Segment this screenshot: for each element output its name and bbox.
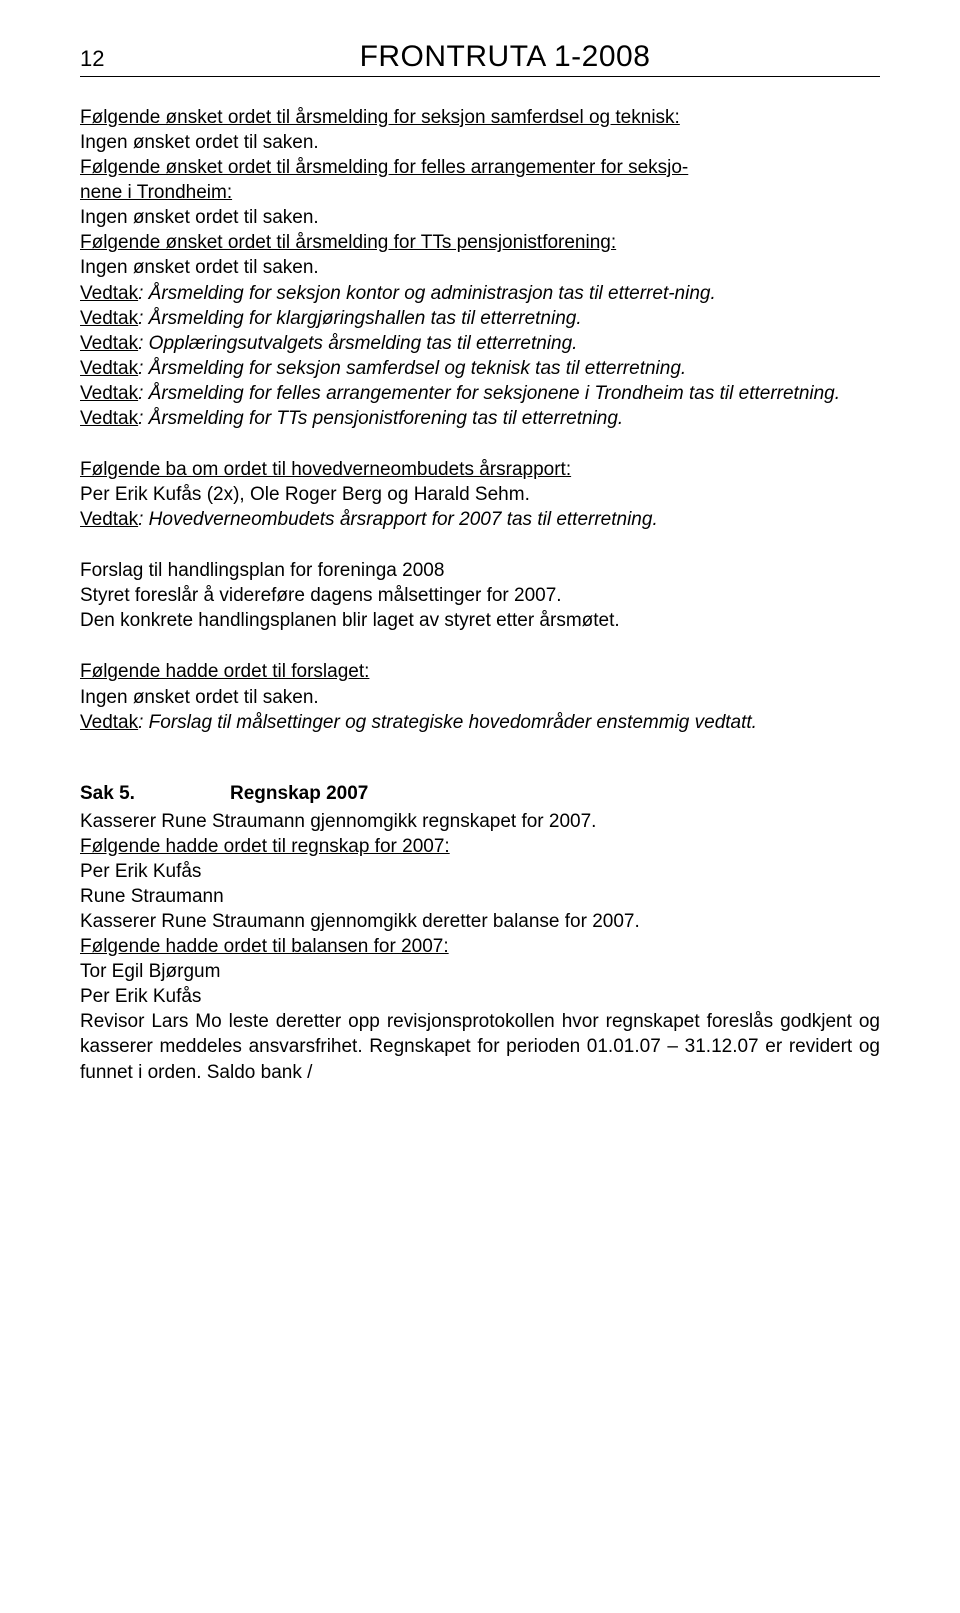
page-header: 12 FRONTRUTA 1-2008	[80, 40, 880, 77]
text-line: Følgende ønsket ordet til årsmelding for…	[80, 157, 688, 178]
text-line: Følgende ba om ordet til hovedverneombud…	[80, 459, 571, 480]
sak5-label: Sak 5.	[80, 783, 230, 805]
vedtak-text: : Forslag til målsettinger og strategisk…	[138, 712, 757, 733]
vedtak-label: Vedtak	[80, 712, 138, 733]
text-line: Følgende ønsket ordet til årsmelding for…	[80, 232, 616, 253]
vedtak-text: : Årsmelding for klargjøringshallen tas …	[138, 308, 582, 329]
vedtak-text: : Årsmelding for TTs pensjonistforening …	[138, 408, 623, 429]
text-line: Rune Straumann	[80, 886, 224, 907]
text-line: Kasserer Rune Straumann gjennomgikk regn…	[80, 811, 596, 832]
vedtak-label: Vedtak	[80, 509, 138, 530]
text-line: Per Erik Kufås	[80, 861, 201, 882]
vedtak-text: : Opplæringsutvalgets årsmelding tas til…	[138, 333, 577, 354]
vedtak-text: : Årsmelding for felles arrangementer fo…	[138, 383, 840, 404]
vedtak-label: Vedtak	[80, 383, 138, 404]
text-line: Ingen ønsket ordet til saken.	[80, 132, 319, 153]
text-line: Styret foreslår å videreføre dagens måls…	[80, 585, 562, 606]
block-4: Følgende hadde ordet til forslaget: Inge…	[80, 659, 880, 734]
vedtak-label: Vedtak	[80, 308, 138, 329]
text-line: Følgende ønsket ordet til årsmelding for…	[80, 107, 680, 128]
text-line: Ingen ønsket ordet til saken.	[80, 207, 319, 228]
block-1: Følgende ønsket ordet til årsmelding for…	[80, 105, 880, 431]
vedtak-text: : Årsmelding for seksjon kontor og admin…	[138, 283, 716, 304]
text-line: Ingen ønsket ordet til saken.	[80, 257, 319, 278]
text-line: Følgende hadde ordet til regnskap for 20…	[80, 836, 450, 857]
text-line: Kasserer Rune Straumann gjennomgikk dere…	[80, 911, 640, 932]
block-3: Forslag til handlingsplan for foreninga …	[80, 558, 880, 633]
text-line: Følgende hadde ordet til forslaget:	[80, 661, 369, 682]
block-2: Følgende ba om ordet til hovedverneombud…	[80, 457, 880, 532]
vedtak-text: : Årsmelding for seksjon samferdsel og t…	[138, 358, 686, 379]
text-line: Den konkrete handlingsplanen blir laget …	[80, 610, 620, 631]
text-line: Ingen ønsket ordet til saken.	[80, 687, 319, 708]
text-line: Revisor Lars Mo leste deretter opp revis…	[80, 1011, 880, 1082]
text-line: Forslag til handlingsplan for foreninga …	[80, 560, 444, 581]
text-line: nene i Trondheim:	[80, 182, 232, 203]
text-line: Tor Egil Bjørgum	[80, 961, 220, 982]
vedtak-label: Vedtak	[80, 333, 138, 354]
vedtak-label: Vedtak	[80, 358, 138, 379]
text-line: Per Erik Kufås	[80, 986, 201, 1007]
vedtak-text: : Hovedverneombudets årsrapport for 2007…	[138, 509, 658, 530]
vedtak-label: Vedtak	[80, 283, 138, 304]
text-line: Per Erik Kufås (2x), Ole Roger Berg og H…	[80, 484, 530, 505]
page-number: 12	[80, 46, 130, 72]
sak5-heading: Sak 5.Regnskap 2007	[80, 783, 880, 805]
vedtak-label: Vedtak	[80, 408, 138, 429]
text-line: Følgende hadde ordet til balansen for 20…	[80, 936, 449, 957]
sak5-title: Regnskap 2007	[230, 783, 368, 804]
sak5-body: Kasserer Rune Straumann gjennomgikk regn…	[80, 809, 880, 1085]
publication-title: FRONTRUTA 1-2008	[130, 40, 880, 74]
